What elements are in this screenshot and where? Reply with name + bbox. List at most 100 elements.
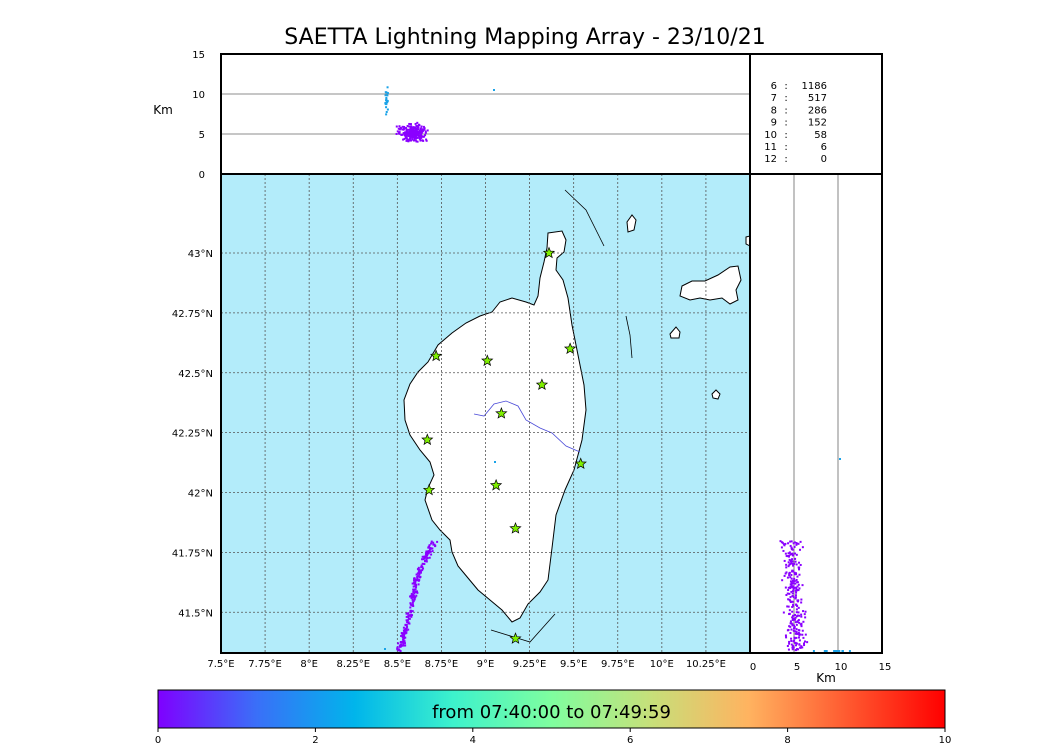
lightning-source bbox=[412, 585, 415, 588]
altitude-source bbox=[386, 94, 389, 97]
altitude-source bbox=[385, 98, 388, 101]
side-ticks: 0 5 10 15 bbox=[750, 662, 892, 673]
lightning-source bbox=[427, 545, 430, 548]
altitude-source bbox=[411, 136, 414, 139]
side-source bbox=[791, 560, 794, 563]
side-source bbox=[801, 633, 804, 636]
altitude-source bbox=[418, 134, 421, 137]
side-source bbox=[795, 588, 798, 591]
side-source bbox=[834, 650, 837, 652]
lightning-source bbox=[434, 544, 437, 547]
station-count-sep: : bbox=[784, 81, 787, 92]
lightning-source bbox=[421, 562, 424, 565]
side-source bbox=[789, 540, 792, 543]
altitude-source bbox=[422, 139, 425, 142]
side-source bbox=[789, 625, 792, 628]
side-source bbox=[788, 592, 791, 595]
lightning-source bbox=[403, 642, 406, 645]
latitude-ticks: 41.5°N 41.75°N 42°N 42.25°N 42.5°N 42.75°N 43°… bbox=[172, 249, 213, 619]
side-source bbox=[788, 640, 791, 643]
side-source bbox=[797, 589, 800, 592]
side-source bbox=[793, 573, 796, 576]
lightning-source bbox=[425, 550, 428, 553]
side-source bbox=[795, 572, 798, 575]
side-source bbox=[794, 557, 797, 560]
colorbar: 0 2 4 6 8 10 bbox=[155, 689, 951, 746]
side-source bbox=[787, 648, 790, 651]
altitude-source bbox=[404, 135, 407, 138]
side-source bbox=[793, 562, 796, 565]
altitude-tick-label: 0 bbox=[199, 170, 205, 181]
side-gridlines bbox=[793, 174, 839, 653]
altitude-source bbox=[424, 130, 427, 133]
side-source bbox=[798, 634, 801, 637]
altitude-source bbox=[409, 128, 412, 131]
map-panel: 7.5°E 7.75°E 8°E 8.25°E 8.5°E 8.75°E 9°E 9.25°E… bbox=[172, 174, 750, 670]
side-source bbox=[785, 566, 788, 569]
lightning-source bbox=[414, 585, 417, 588]
side-source bbox=[788, 574, 791, 577]
altitude-source bbox=[416, 130, 419, 133]
altitude-axis-label: Km bbox=[153, 103, 173, 117]
side-source bbox=[782, 549, 785, 552]
side-source bbox=[798, 568, 801, 571]
side-source bbox=[789, 599, 792, 602]
side-source bbox=[792, 579, 795, 582]
altitude-source bbox=[405, 133, 408, 136]
side-source bbox=[796, 585, 799, 588]
side-source bbox=[791, 618, 794, 621]
altitude-source bbox=[422, 125, 425, 128]
longitude-tick-label: 8.25°E bbox=[336, 659, 370, 670]
altitude-source bbox=[420, 125, 423, 128]
altitude-source bbox=[398, 131, 401, 134]
side-source bbox=[802, 636, 805, 639]
side-source bbox=[799, 540, 802, 543]
side-source bbox=[791, 562, 794, 565]
altitude-source bbox=[414, 126, 417, 129]
altitude-source bbox=[385, 113, 388, 116]
side-source bbox=[782, 611, 785, 614]
lightning-source bbox=[405, 612, 408, 615]
side-source bbox=[795, 591, 798, 594]
side-source bbox=[797, 636, 800, 639]
altitude-source bbox=[409, 125, 412, 128]
lightning-source bbox=[409, 606, 412, 609]
side-source bbox=[797, 583, 800, 586]
altitude-source bbox=[385, 110, 388, 113]
side-source bbox=[788, 551, 791, 554]
altitude-tick-label: 10 bbox=[192, 90, 205, 101]
lightning-source bbox=[404, 631, 407, 634]
station-count-n: 7 bbox=[771, 93, 777, 104]
side-source bbox=[798, 587, 801, 590]
lightning-source bbox=[424, 560, 427, 563]
side-axis-label: Km bbox=[816, 671, 836, 685]
side-source bbox=[838, 650, 841, 652]
side-source bbox=[801, 584, 804, 587]
altitude-source bbox=[403, 137, 406, 140]
side-source bbox=[793, 545, 796, 548]
station-count-sep: : bbox=[784, 93, 787, 104]
side-source bbox=[793, 618, 796, 621]
altitude-source bbox=[405, 139, 408, 142]
lightning-source bbox=[410, 596, 413, 599]
side-source bbox=[781, 579, 784, 582]
lightning-source bbox=[416, 576, 419, 579]
station-count-value: 6 bbox=[821, 142, 827, 153]
colorbar-tick-label: 6 bbox=[627, 735, 633, 746]
station-count-value: 58 bbox=[814, 130, 827, 141]
lightning-source bbox=[407, 616, 410, 619]
altitude-source bbox=[416, 136, 419, 139]
altitude-source bbox=[423, 128, 426, 131]
altitude-panel: 0 5 10 15 Km bbox=[153, 50, 750, 181]
side-source bbox=[790, 540, 793, 543]
side-source bbox=[787, 586, 790, 589]
lightning-source bbox=[431, 550, 434, 553]
altitude-source bbox=[414, 122, 417, 125]
side-source bbox=[790, 643, 793, 646]
longitude-tick-label: 10°E bbox=[650, 659, 674, 670]
altitude-source bbox=[386, 108, 389, 111]
side-source bbox=[800, 625, 803, 628]
altitude-frame bbox=[220, 53, 751, 175]
side-source bbox=[795, 563, 798, 566]
lightning-source bbox=[413, 597, 416, 600]
